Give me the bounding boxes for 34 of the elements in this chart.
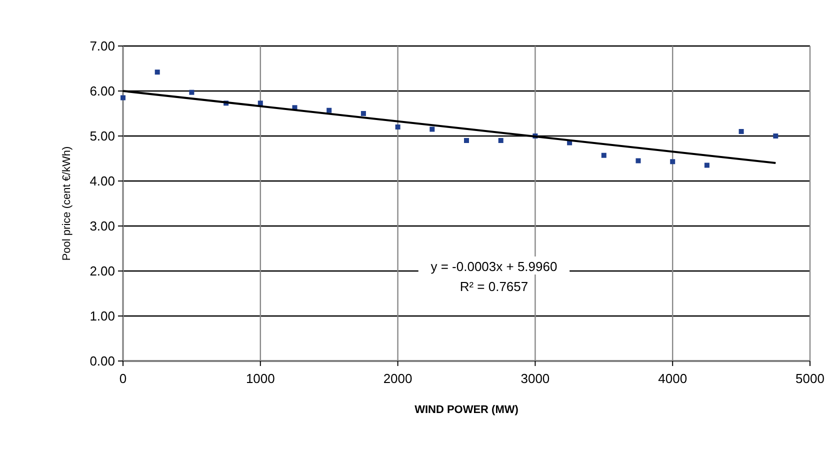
y-tick-label: 3.00	[90, 218, 115, 234]
point	[154, 70, 160, 75]
point	[601, 152, 606, 158]
point	[498, 138, 504, 143]
point	[326, 108, 332, 113]
y-tick-label: 2.00	[90, 264, 115, 279]
x-tick-label: 1000	[246, 371, 275, 386]
point	[395, 124, 400, 130]
y-tick-label: 5.00	[90, 128, 115, 144]
point	[636, 158, 641, 164]
point	[120, 95, 126, 100]
x-tick-label: 5000	[796, 371, 824, 386]
y-tick-label: 6.00	[90, 84, 115, 99]
point	[738, 129, 744, 134]
y-tick-label: 4.00	[90, 174, 115, 189]
point	[704, 162, 710, 168]
point	[360, 111, 366, 116]
point	[258, 100, 263, 106]
point	[670, 159, 676, 164]
x-axis-title: WIND POWER (MW)	[414, 404, 519, 416]
point	[430, 126, 435, 132]
x-tick-label: 0	[119, 371, 127, 386]
point	[189, 90, 194, 95]
annotation: y = -0.0003x + 5.9960	[430, 259, 558, 274]
x-tick-label: 2000	[383, 371, 412, 386]
point	[464, 138, 469, 143]
y-axis-title: Pool price (cent €/kWh)	[61, 146, 73, 261]
y-tick-label: 7.00	[90, 38, 115, 54]
annotation: R² = 0.7657	[460, 279, 528, 294]
point	[773, 134, 778, 138]
y-tick-label: 0.00	[90, 354, 115, 369]
x-tick-label: 4000	[658, 371, 688, 386]
y-tick-label: 1.00	[90, 308, 115, 324]
x-tick-label: 3000	[520, 371, 550, 386]
